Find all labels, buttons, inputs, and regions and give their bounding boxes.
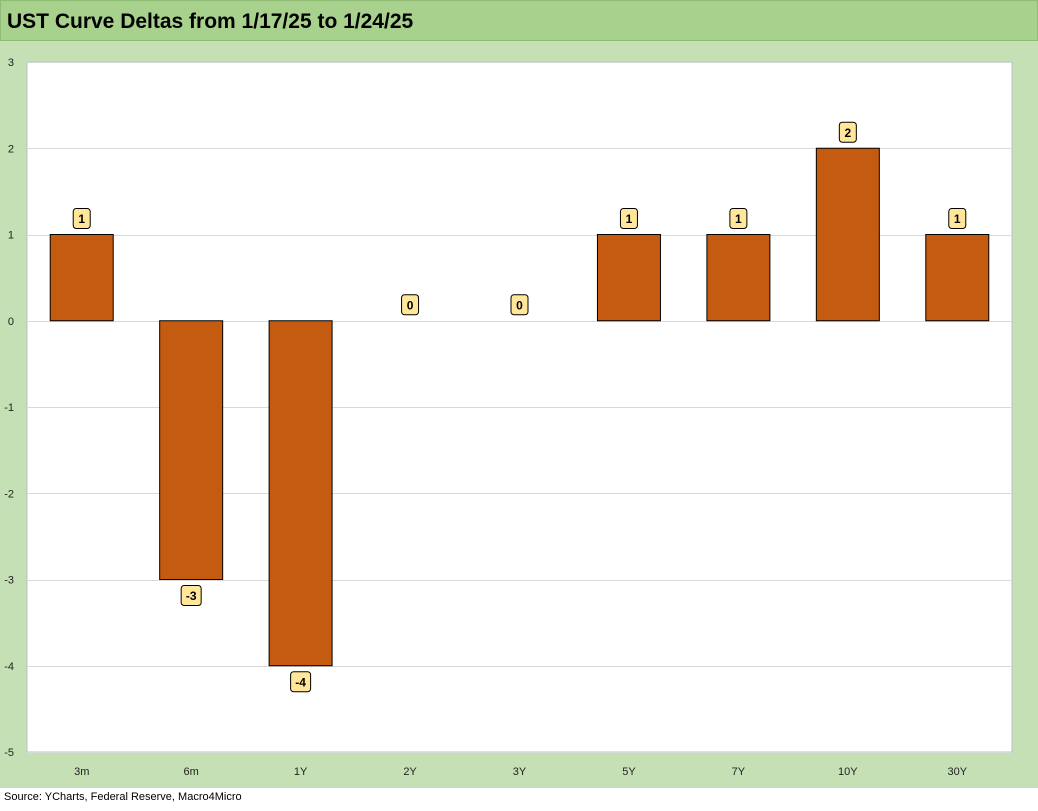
y-tick-label: -1 — [4, 402, 14, 414]
bar — [706, 234, 771, 322]
x-tick-label: 2Y — [403, 766, 417, 778]
data-label-box — [948, 208, 967, 229]
y-tick-label: -5 — [4, 747, 14, 759]
data-label-box — [510, 294, 529, 316]
y-tick-label: 3 — [8, 57, 14, 69]
source-note: Source: YCharts, Federal Reserve, Macro4… — [4, 791, 242, 803]
x-tick-label: 3m — [74, 766, 89, 778]
x-tick-label: 5Y — [622, 766, 636, 778]
x-tick-label: 7Y — [732, 766, 746, 778]
data-label-box — [619, 208, 638, 229]
data-label-box — [401, 294, 420, 316]
data-label-box — [290, 671, 312, 693]
data-label: 2 — [844, 126, 851, 140]
y-tick-label: 2 — [8, 143, 14, 155]
data-label-box — [729, 208, 748, 229]
data-label-box — [180, 585, 202, 606]
bar — [159, 320, 224, 580]
data-label: 1 — [954, 212, 961, 226]
chart-title: UST Curve Deltas from 1/17/25 to 1/24/25 — [7, 10, 414, 33]
bar — [268, 320, 333, 667]
data-label-box — [838, 121, 857, 143]
x-tick-label: 1Y — [294, 766, 308, 778]
data-label: -3 — [186, 589, 197, 603]
y-tick-label: -2 — [4, 488, 14, 500]
x-tick-label: 30Y — [947, 766, 967, 778]
bar — [815, 147, 880, 322]
data-label: -4 — [295, 675, 306, 689]
x-tick-label: 10Y — [838, 766, 858, 778]
data-label: 1 — [735, 212, 742, 226]
data-label: 0 — [407, 298, 414, 312]
y-tick-label: -3 — [4, 575, 14, 587]
bar — [596, 234, 661, 322]
title-bar: UST Curve Deltas from 1/17/25 to 1/24/25 — [0, 0, 1038, 41]
source-strip — [0, 788, 1038, 811]
data-label-box — [72, 208, 91, 229]
data-label: 1 — [78, 212, 85, 226]
y-tick-label: -4 — [4, 661, 14, 673]
data-label: 0 — [516, 298, 523, 312]
y-tick-label: 0 — [8, 316, 14, 328]
bar — [925, 234, 990, 322]
x-tick-label: 3Y — [513, 766, 527, 778]
data-label: 1 — [626, 212, 633, 226]
y-tick-label: 1 — [8, 230, 14, 242]
x-tick-label: 6m — [184, 766, 199, 778]
bar — [49, 234, 114, 322]
